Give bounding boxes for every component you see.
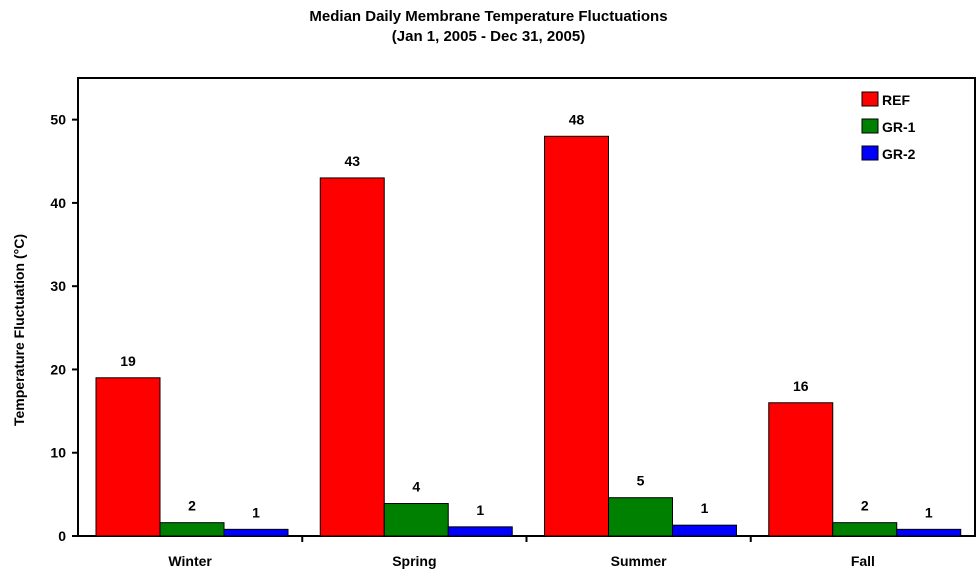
y-tick-label: 10 [50, 445, 66, 461]
y-tick-label: 50 [50, 112, 66, 128]
x-tick-label: Summer [611, 553, 668, 569]
y-tick-label: 30 [50, 278, 66, 294]
legend-swatch [861, 145, 879, 161]
bar-gr-1 [608, 497, 673, 537]
bar-gr-2 [672, 524, 737, 537]
data-label: 1 [252, 504, 260, 520]
bar-gr-2 [223, 528, 289, 537]
chart-subtitle: (Jan 1, 2005 - Dec 31, 2005) [391, 28, 586, 45]
legend-label: REF [882, 92, 910, 108]
bar-gr-2 [447, 526, 513, 537]
data-label: 19 [120, 353, 136, 369]
bar-ref [319, 177, 385, 537]
plot-frame [77, 77, 976, 537]
x-tick-label: Fall [851, 553, 875, 569]
bar-gr-1 [159, 522, 225, 537]
x-tick-label: Winter [168, 553, 212, 569]
bar-gr-2 [896, 528, 962, 537]
bar-ref [544, 135, 609, 537]
bar-gr-1 [832, 522, 898, 537]
y-axis-label: Temperature Fluctuation (°C) [11, 234, 27, 426]
x-tick-label: Spring [392, 553, 436, 569]
y-tick-label: 40 [50, 195, 66, 211]
data-label: 1 [925, 504, 933, 520]
data-label: 2 [188, 498, 196, 514]
data-label: 16 [793, 378, 809, 394]
data-label: 1 [476, 502, 484, 518]
data-label: 5 [637, 473, 645, 489]
y-tick-label: 20 [50, 361, 66, 377]
data-label: 1 [701, 500, 709, 516]
legend-label: GR-1 [882, 119, 916, 135]
data-label: 2 [861, 498, 869, 514]
data-label: 48 [569, 111, 585, 127]
bar-ref [95, 377, 161, 537]
legend-label: GR-2 [882, 146, 916, 162]
data-label: 43 [344, 153, 360, 169]
legend-swatch [861, 91, 879, 107]
data-label: 4 [412, 479, 420, 495]
y-tick-label: 0 [58, 528, 66, 544]
legend-swatch [861, 118, 879, 134]
chart-title: Median Daily Membrane Temperature Fluctu… [309, 8, 668, 25]
bar-gr-1 [383, 503, 449, 537]
bar-ref [768, 402, 834, 537]
